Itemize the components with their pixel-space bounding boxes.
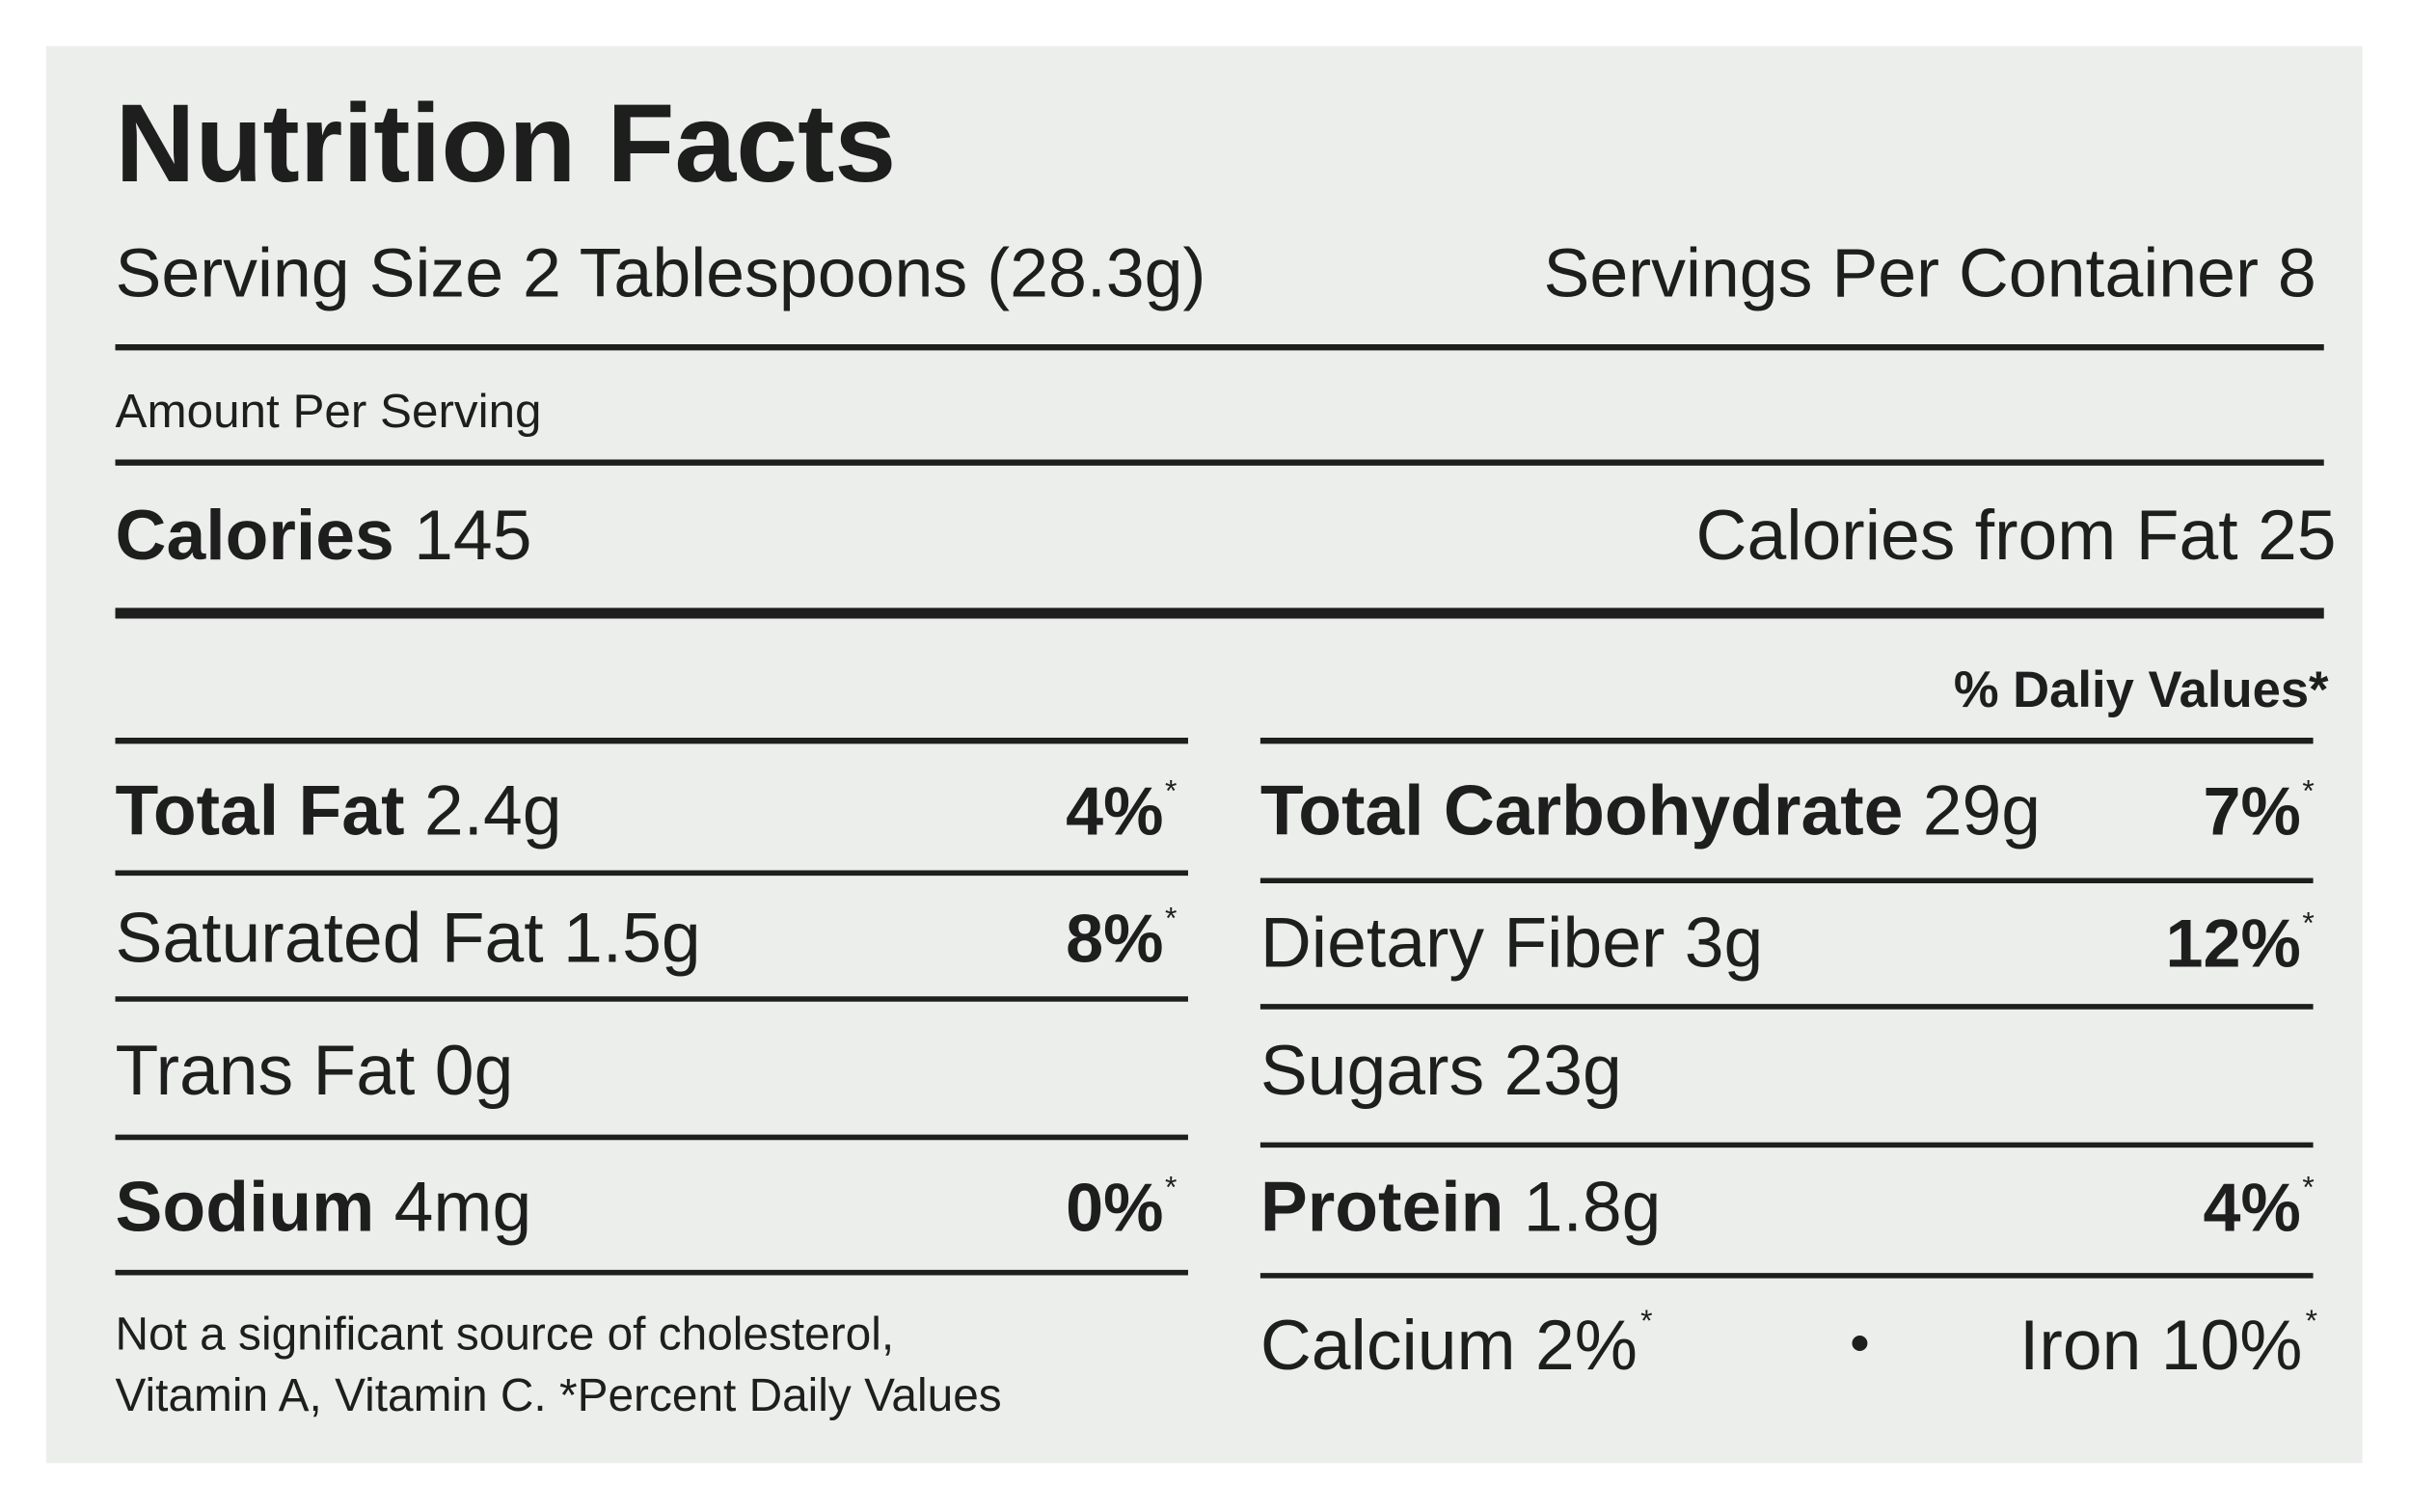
nutrient-amount: 4mg bbox=[394, 1168, 532, 1247]
nutrient-amount: 2.4g bbox=[424, 770, 562, 850]
nutrient: Dietary Fiber 3g bbox=[1260, 904, 1763, 983]
nutrient: Protein 1.8g bbox=[1260, 1168, 1662, 1247]
nutrient-amount: 0g bbox=[435, 1031, 514, 1110]
title: Nutrition Facts bbox=[116, 82, 897, 205]
calories-from-fat: Calories from Fat 25 bbox=[1696, 496, 2337, 575]
nutrient-name: Sodium bbox=[116, 1168, 375, 1247]
daily-value: 12% bbox=[2166, 906, 2301, 982]
servings-per-container: Servings Per Container 8 bbox=[1544, 235, 2316, 312]
footnote-mark: * bbox=[1165, 901, 1177, 935]
nutrient-amount: 29g bbox=[1923, 770, 2041, 850]
footnote-mark: * bbox=[1165, 1170, 1177, 1204]
daily-values-heading: % Daliy Values* bbox=[1954, 662, 2329, 718]
nutrient: Sugars 23g bbox=[1260, 1031, 1622, 1110]
calories: Calories 145 bbox=[116, 496, 532, 575]
nutrient-name: Sugars bbox=[1260, 1031, 1484, 1110]
footnote-mark: * bbox=[2302, 772, 2314, 807]
mineral-dv: 2% bbox=[1535, 1306, 1638, 1385]
nutrient-name: Dietary Fiber bbox=[1260, 904, 1665, 983]
nutrient: Trans Fat 0g bbox=[116, 1031, 514, 1110]
nutrient-amount: 3g bbox=[1685, 904, 1764, 983]
nutrient: Total Carbohydrate 29g bbox=[1260, 770, 2041, 850]
nutrient-name: Saturated Fat bbox=[116, 899, 544, 978]
nutrient-name: Total Fat bbox=[116, 770, 405, 850]
mineral-name: Calcium bbox=[1260, 1306, 1516, 1385]
note-line: Not a significant source of cholesterol, bbox=[116, 1309, 895, 1360]
mineral-name: Iron bbox=[2019, 1306, 2141, 1385]
daily-value: 0% bbox=[1066, 1171, 1163, 1246]
calories-value: 145 bbox=[414, 496, 531, 575]
daily-value: 4% bbox=[1066, 773, 1163, 849]
nutrient-amount: 1.8g bbox=[1524, 1168, 1662, 1247]
nutrient-name: Total Carbohydrate bbox=[1260, 770, 1904, 850]
footnote-mark: * bbox=[1640, 1303, 1652, 1337]
nutrient-amount: 1.5g bbox=[563, 899, 701, 978]
footnote-mark: * bbox=[1165, 772, 1177, 807]
nutrient-name: Trans Fat bbox=[116, 1031, 416, 1110]
serving-size: Serving Size 2 Tablespoons (28.3g) bbox=[116, 235, 1206, 312]
calories-label: Calories bbox=[116, 496, 394, 575]
nutrient: Sodium 4mg bbox=[116, 1168, 532, 1247]
footnote-mark: * bbox=[2302, 1170, 2314, 1204]
daily-value: 8% bbox=[1066, 902, 1163, 977]
nutrient-amount: 23g bbox=[1503, 1031, 1621, 1110]
note-line: Vitamin A, Vitamin C. *Percent Daily Val… bbox=[116, 1370, 1002, 1421]
nutrient-name: Protein bbox=[1260, 1168, 1503, 1247]
bullet bbox=[1852, 1336, 1868, 1351]
footnote-mark: * bbox=[2302, 904, 2314, 939]
nutrient: Saturated Fat 1.5g bbox=[116, 899, 701, 978]
mineral: Iron 10% bbox=[2019, 1306, 2302, 1385]
daily-value: 4% bbox=[2204, 1171, 2301, 1246]
nutrient: Total Fat 2.4g bbox=[116, 770, 562, 850]
footnote-mark: * bbox=[2306, 1303, 2317, 1337]
amount-per-serving: Amount Per Serving bbox=[116, 385, 542, 438]
label-panel bbox=[45, 45, 2363, 1464]
mineral-dv: 10% bbox=[2161, 1306, 2303, 1385]
daily-value: 7% bbox=[2204, 773, 2301, 849]
mineral: Calcium 2% bbox=[1260, 1306, 1638, 1385]
